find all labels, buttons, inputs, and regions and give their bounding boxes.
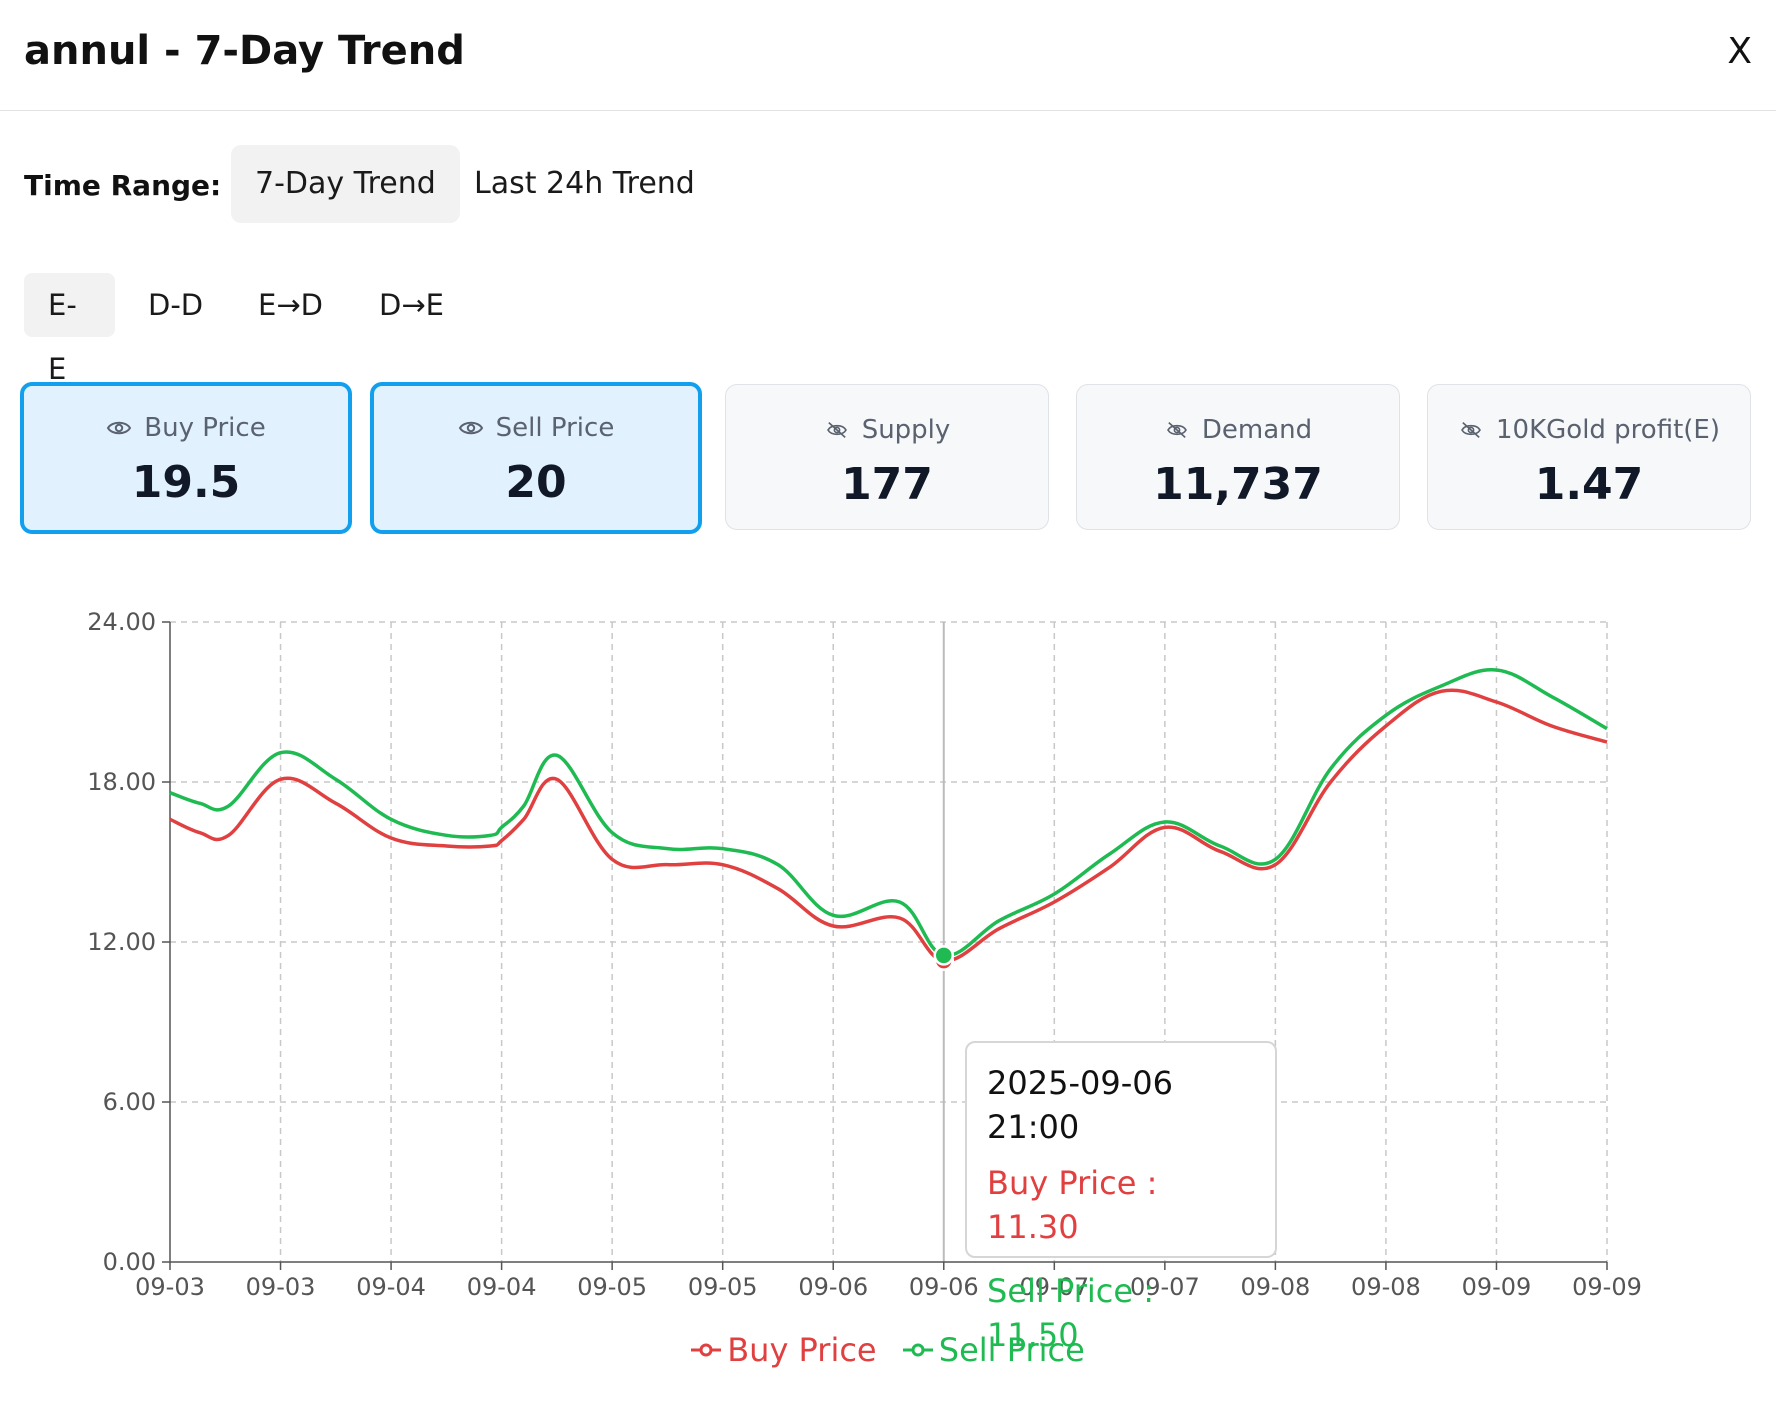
tooltip-sell-price: Sell Price : 11.50	[987, 1272, 1154, 1354]
metric-value: 177	[841, 459, 933, 510]
tab-last-24h-trend[interactable]: Last 24h Trend	[474, 166, 695, 201]
metric-card-buy-price[interactable]: Buy Price 19.5	[20, 382, 352, 534]
metric-card-sell-price[interactable]: Sell Price 20	[370, 382, 702, 534]
x-tick-label: 09-07	[1019, 1273, 1089, 1301]
metric-value: 11,737	[1153, 459, 1323, 510]
price-trend-chart[interactable]: 0.00 6.00 12.00 18.00 24.00 09-03 09-03 09-04 09…	[0, 580, 1776, 1340]
x-tick-label: 09-06	[798, 1273, 868, 1301]
x-tick-label: 09-05	[577, 1273, 647, 1301]
chart-legend: Buy Price Sell Price	[0, 1324, 1776, 1373]
x-tick-label: 09-03	[135, 1273, 205, 1301]
metric-card-demand[interactable]: Demand 11,737	[1076, 384, 1400, 530]
eye-icon	[458, 421, 483, 435]
tooltip-time: 2025-09-06 21:00	[987, 1064, 1173, 1146]
eye-off-icon	[826, 422, 847, 438]
metric-card-supply[interactable]: Supply 177	[725, 384, 1049, 530]
x-tick-label: 09-08	[1351, 1273, 1421, 1301]
legend-label: Sell Price	[938, 1331, 1085, 1369]
mode-e-e[interactable]: E-E	[24, 273, 115, 386]
metric-value: 20	[505, 457, 567, 508]
metric-label: Demand	[1201, 415, 1313, 445]
x-tick-label: 09-04	[356, 1273, 426, 1301]
metric-label: Sell Price	[495, 413, 615, 443]
x-tick-label: 09-07	[1130, 1273, 1200, 1301]
metric-label: 10KGold profit(E)	[1496, 415, 1720, 445]
y-tick-label: 18.00	[87, 768, 156, 796]
dialog-title: annul - 7-Day Trend	[24, 28, 465, 74]
y-tick-label: 0.00	[103, 1248, 156, 1276]
mode-e-to-d[interactable]: E→D	[258, 288, 323, 322]
metric-value: 19.5	[131, 457, 241, 508]
metric-label: Buy Price	[144, 413, 266, 443]
y-tick-label: 12.00	[87, 928, 156, 956]
sell-price-line	[169, 668, 1608, 958]
legend-line-marker-icon	[902, 1343, 933, 1357]
eye-off-icon	[1461, 422, 1481, 438]
y-tick-label: 6.00	[103, 1088, 156, 1116]
legend-line-marker-icon	[691, 1343, 722, 1357]
legend-label: Buy Price	[727, 1331, 877, 1369]
time-range-label: Time Range:	[24, 169, 222, 202]
eye-off-icon	[1166, 422, 1187, 438]
sell-price-highlight-point	[933, 945, 955, 966]
legend-item-sell-price[interactable]: Sell Price	[902, 1327, 1085, 1373]
x-tick-label: 09-09	[1462, 1273, 1532, 1301]
x-tick-label: 09-03	[246, 1273, 316, 1301]
metric-card-10kgold-profit[interactable]: 10KGold profit(E) 1.47	[1427, 384, 1751, 530]
tooltip-buy-price: Buy Price : 11.30	[987, 1164, 1158, 1246]
eye-icon	[107, 421, 132, 435]
x-tick-label: 09-06	[909, 1273, 979, 1301]
buy-price-line	[169, 688, 1608, 963]
mode-d-d[interactable]: D-D	[148, 288, 204, 322]
tab-7-day-trend[interactable]: 7-Day Trend	[231, 145, 460, 223]
x-tick-label: 09-04	[467, 1273, 537, 1301]
x-tick-label: 09-08	[1241, 1273, 1311, 1301]
legend-item-buy-price[interactable]: Buy Price	[691, 1327, 877, 1373]
y-tick-label: 24.00	[87, 608, 156, 636]
x-tick-label: 09-09	[1572, 1273, 1642, 1301]
dialog-header: annul - 7-Day Trend X	[0, 0, 1776, 111]
close-button[interactable]: X	[1727, 31, 1752, 72]
chart-tooltip: 2025-09-06 21:00 Buy Price : 11.30 Sell …	[965, 1041, 1277, 1354]
x-tick-label: 09-05	[688, 1273, 758, 1301]
mode-d-to-e[interactable]: D→E	[379, 288, 444, 322]
metric-value: 1.47	[1534, 459, 1644, 510]
metric-label: Supply	[861, 415, 951, 445]
